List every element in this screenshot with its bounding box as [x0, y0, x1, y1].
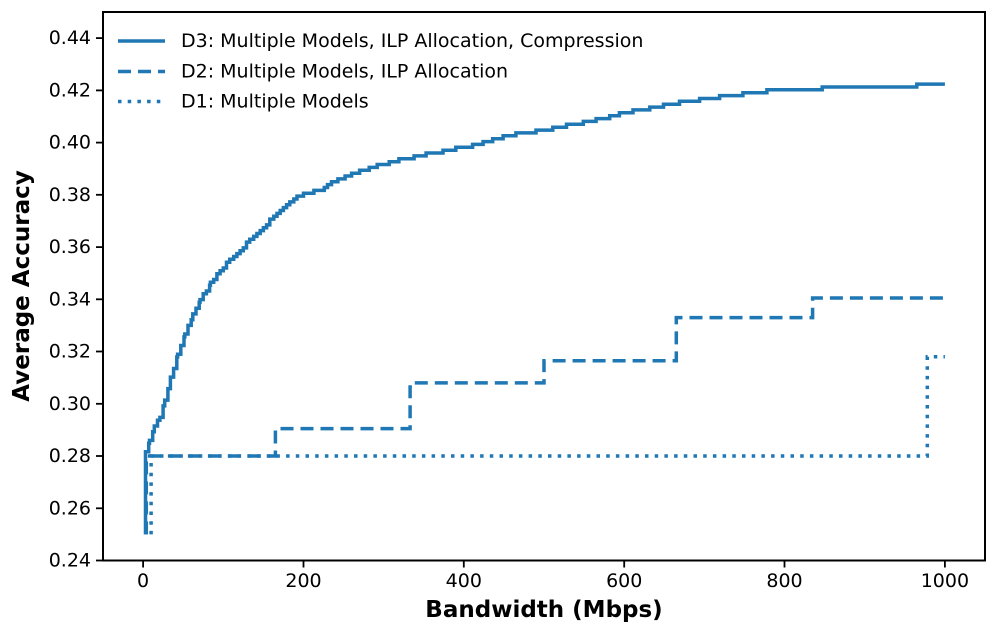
- x-tick-label: 0: [137, 570, 149, 592]
- x-tick-label: 1000: [921, 570, 969, 592]
- series-d3-line: [143, 82, 945, 535]
- y-tick-label: 0.26: [49, 497, 91, 519]
- x-tick-label: 200: [285, 570, 321, 592]
- legend: D3: Multiple Models, ILP Allocation, Com…: [118, 30, 643, 113]
- legend-label-d1: D1: Multiple Models: [181, 91, 369, 113]
- y-tick-label: 0.40: [49, 132, 91, 154]
- x-axis-label: Bandwidth (Mbps): [425, 597, 663, 623]
- y-tick-label: 0.30: [49, 393, 91, 415]
- y-axis-ticks: 0.24 0.26 0.28 0.30 0.32 0.34 0.36 0.38 0.40 0.42…: [49, 27, 103, 572]
- x-tick-label: 400: [446, 570, 482, 592]
- y-tick-label: 0.42: [49, 79, 91, 101]
- x-tick-label: 800: [766, 570, 802, 592]
- x-tick-label: 600: [606, 570, 642, 592]
- plot-border: [102, 11, 986, 562]
- y-tick-label: 0.36: [49, 236, 91, 258]
- y-tick-label: 0.34: [49, 288, 91, 310]
- series-d2-line: [144, 296, 945, 535]
- series-d1-line: [149, 355, 945, 535]
- y-axis-label: Average Accuracy: [9, 170, 35, 402]
- y-tick-label: 0.24: [49, 550, 91, 572]
- x-axis-ticks: 0 200 400 600 800 1000: [137, 560, 969, 592]
- y-tick-label: 0.38: [49, 184, 91, 206]
- y-tick-label: 0.32: [49, 341, 91, 363]
- y-tick-label: 0.28: [49, 445, 91, 467]
- y-tick-label: 0.44: [49, 27, 91, 49]
- legend-label-d2: D2: Multiple Models, ILP Allocation: [181, 61, 508, 83]
- legend-label-d3: D3: Multiple Models, ILP Allocation, Com…: [181, 30, 643, 52]
